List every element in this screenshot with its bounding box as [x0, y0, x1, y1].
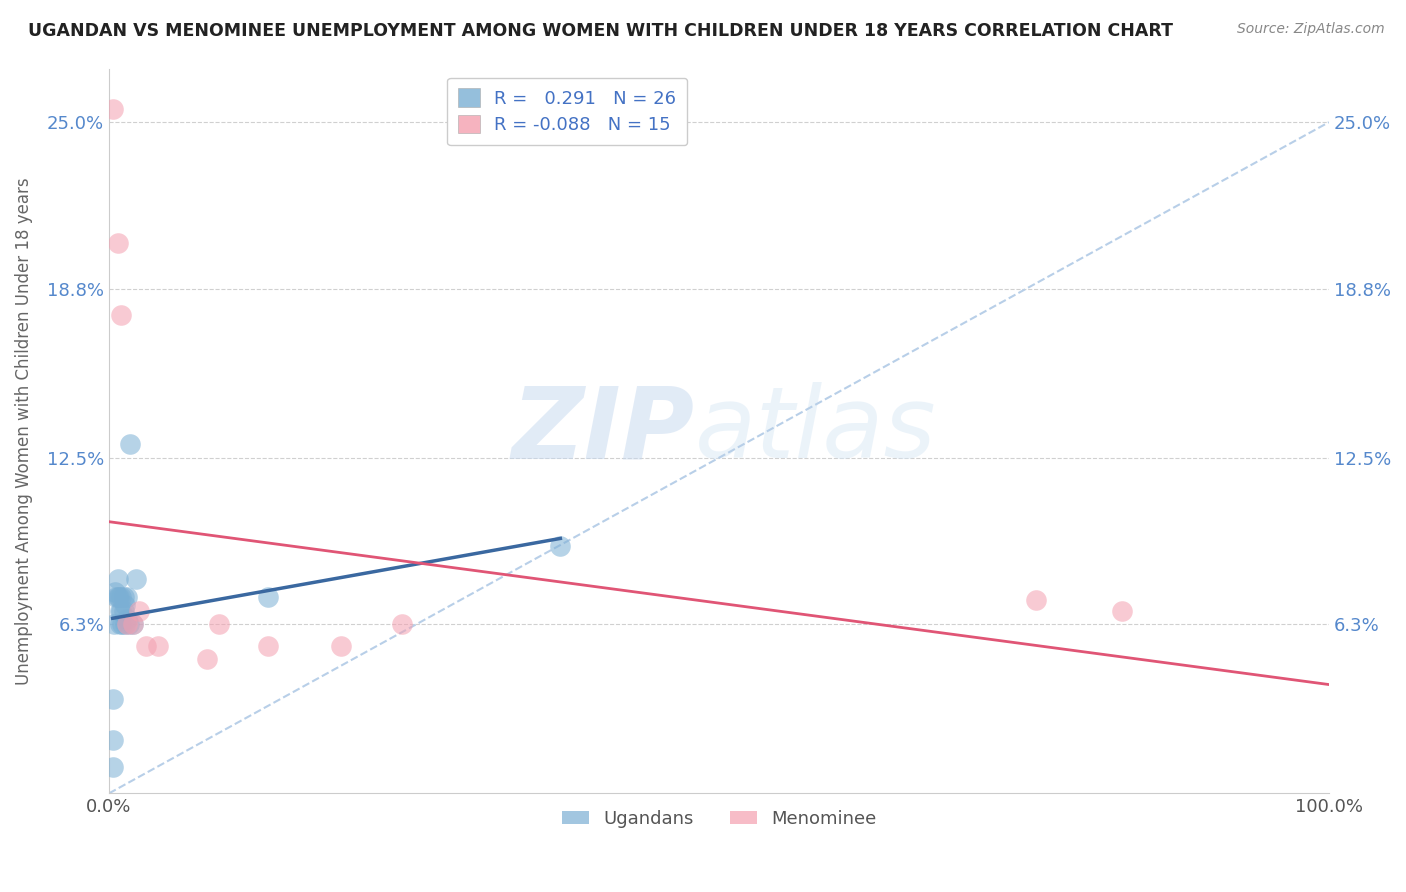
Point [117, 617, 139, 632]
Point [110, 309, 132, 323]
Point [128, 604, 150, 618]
Point [135, 639, 157, 653]
Point [117, 617, 139, 632]
Point [125, 572, 148, 586]
Legend: Ugandans, Menominee: Ugandans, Menominee [554, 803, 883, 835]
Point [1025, 593, 1047, 607]
Point [104, 585, 127, 599]
Point [195, 652, 218, 666]
Point [107, 591, 129, 605]
Point [110, 591, 132, 605]
Point [101, 759, 124, 773]
Point [107, 235, 129, 250]
Point [391, 617, 413, 632]
Point [112, 591, 135, 605]
Point [105, 591, 128, 605]
Point [114, 617, 136, 632]
Point [117, 612, 139, 626]
Text: Source: ZipAtlas.com: Source: ZipAtlas.com [1237, 22, 1385, 37]
Point [146, 639, 169, 653]
Point [117, 591, 139, 605]
Point [1111, 604, 1133, 618]
Point [122, 617, 145, 632]
Point [107, 572, 129, 586]
Point [114, 599, 136, 613]
Point [550, 540, 572, 554]
Text: ZIP: ZIP [512, 383, 695, 479]
Point [329, 639, 352, 653]
Point [118, 437, 141, 451]
Y-axis label: Unemployment Among Women with Children Under 18 years: Unemployment Among Women with Children U… [15, 178, 32, 685]
Point [111, 617, 134, 632]
Text: atlas: atlas [695, 383, 936, 479]
Point [256, 639, 278, 653]
Point [101, 692, 124, 706]
Point [110, 604, 132, 618]
Point [122, 617, 145, 632]
Point [208, 617, 231, 632]
Point [112, 604, 135, 618]
Point [108, 604, 131, 618]
Point [256, 591, 278, 605]
Point [101, 732, 124, 747]
Text: UGANDAN VS MENOMINEE UNEMPLOYMENT AMONG WOMEN WITH CHILDREN UNDER 18 YEARS CORRE: UGANDAN VS MENOMINEE UNEMPLOYMENT AMONG … [28, 22, 1173, 40]
Point [107, 591, 129, 605]
Point [101, 102, 124, 116]
Point [108, 617, 131, 632]
Point [103, 617, 125, 632]
